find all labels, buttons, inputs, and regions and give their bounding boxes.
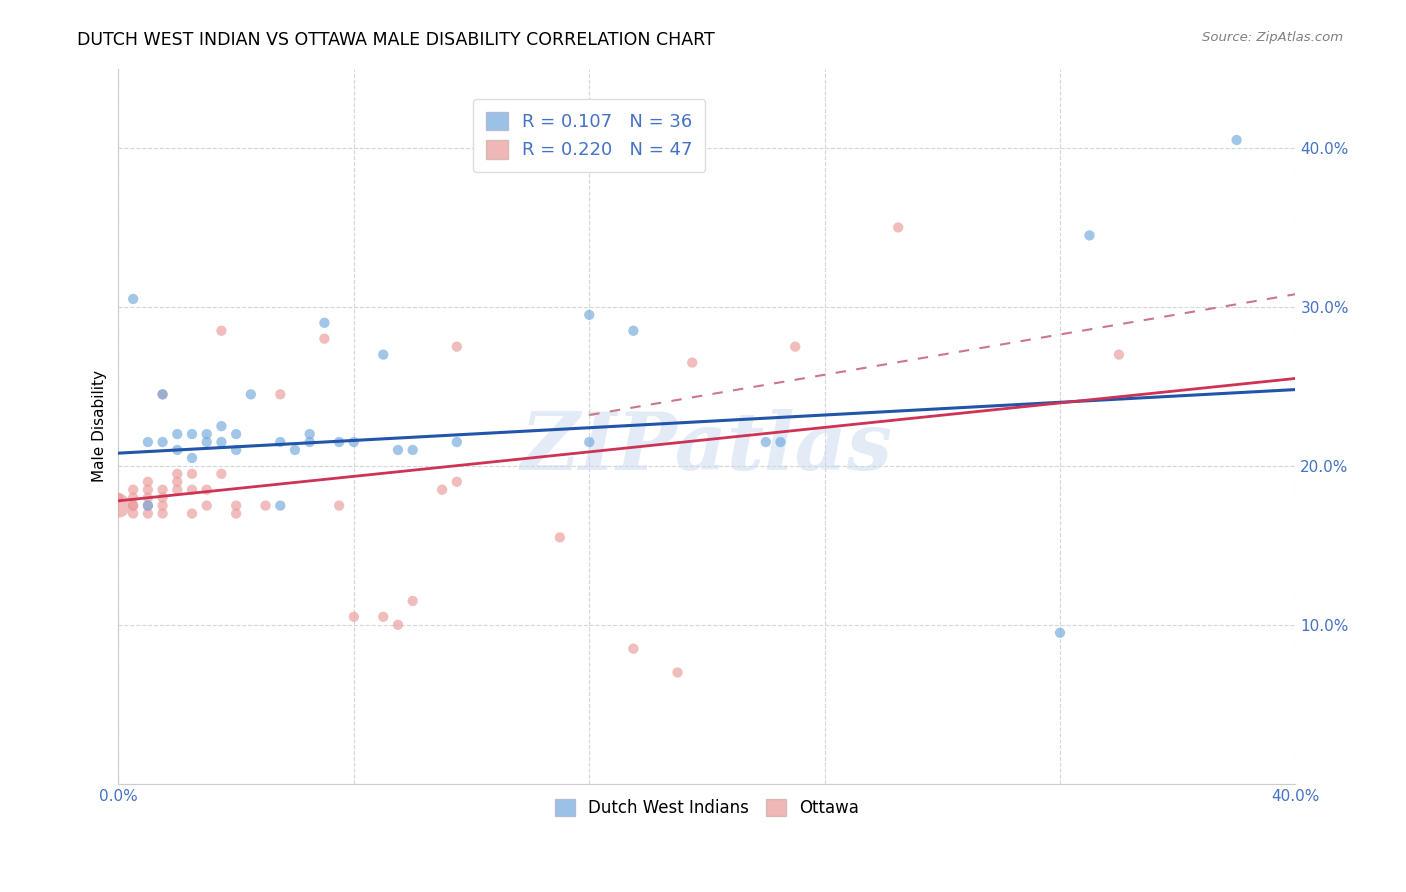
Point: [269, 387, 291, 401]
Point: [122, 292, 145, 306]
Point: [166, 467, 188, 481]
Point: [136, 499, 159, 513]
Point: [181, 483, 204, 497]
Point: [387, 442, 409, 457]
Point: [166, 475, 188, 489]
Point: [387, 617, 409, 632]
Point: [328, 499, 350, 513]
Point: [328, 435, 350, 450]
Point: [181, 450, 204, 465]
Point: [343, 435, 366, 450]
Point: [785, 340, 807, 354]
Point: [136, 499, 159, 513]
Point: [446, 475, 468, 489]
Point: [548, 530, 571, 544]
Point: [122, 499, 145, 513]
Point: [269, 499, 291, 513]
Point: [181, 467, 204, 481]
Point: [166, 483, 188, 497]
Point: [225, 507, 247, 521]
Point: [122, 483, 145, 497]
Point: [136, 435, 159, 450]
Point: [209, 324, 232, 338]
Point: [1226, 133, 1249, 147]
Point: [152, 387, 174, 401]
Point: [152, 499, 174, 513]
Point: [195, 427, 218, 442]
Point: [152, 507, 174, 521]
Point: [1078, 228, 1101, 243]
Point: [1108, 348, 1130, 362]
Text: ZIPatlas: ZIPatlas: [520, 409, 893, 486]
Point: [166, 442, 188, 457]
Point: [681, 355, 703, 369]
Text: Source: ZipAtlas.com: Source: ZipAtlas.com: [1202, 31, 1343, 45]
Point: [152, 387, 174, 401]
Point: [136, 491, 159, 505]
Point: [373, 348, 395, 362]
Point: [284, 442, 307, 457]
Point: [195, 435, 218, 450]
Point: [181, 507, 204, 521]
Point: [225, 442, 247, 457]
Point: [314, 332, 336, 346]
Point: [621, 641, 644, 656]
Point: [254, 499, 277, 513]
Point: [195, 499, 218, 513]
Text: DUTCH WEST INDIAN VS OTTAWA MALE DISABILITY CORRELATION CHART: DUTCH WEST INDIAN VS OTTAWA MALE DISABIL…: [77, 31, 716, 49]
Point: [446, 435, 468, 450]
Point: [225, 427, 247, 442]
Point: [621, 324, 644, 338]
Point: [402, 442, 425, 457]
Point: [152, 491, 174, 505]
Point: [209, 467, 232, 481]
Point: [136, 483, 159, 497]
Point: [122, 507, 145, 521]
Point: [122, 491, 145, 505]
Point: [578, 308, 600, 322]
Point: [107, 491, 129, 505]
Point: [152, 435, 174, 450]
Point: [343, 610, 366, 624]
Point: [755, 435, 778, 450]
Point: [239, 387, 262, 401]
Point: [225, 499, 247, 513]
Point: [107, 499, 129, 513]
Point: [209, 435, 232, 450]
Point: [298, 427, 321, 442]
Point: [887, 220, 910, 235]
Point: [122, 499, 145, 513]
Point: [152, 483, 174, 497]
Point: [578, 435, 600, 450]
Point: [298, 435, 321, 450]
Point: [166, 427, 188, 442]
Point: [430, 483, 453, 497]
Point: [666, 665, 689, 680]
Legend: Dutch West Indians, Ottawa: Dutch West Indians, Ottawa: [547, 790, 868, 825]
Point: [769, 435, 792, 450]
Point: [1049, 625, 1071, 640]
Point: [314, 316, 336, 330]
Y-axis label: Male Disability: Male Disability: [93, 370, 107, 483]
Point: [402, 594, 425, 608]
Point: [269, 435, 291, 450]
Point: [136, 507, 159, 521]
Point: [136, 475, 159, 489]
Point: [181, 427, 204, 442]
Point: [373, 610, 395, 624]
Point: [209, 419, 232, 434]
Point: [195, 483, 218, 497]
Point: [446, 340, 468, 354]
